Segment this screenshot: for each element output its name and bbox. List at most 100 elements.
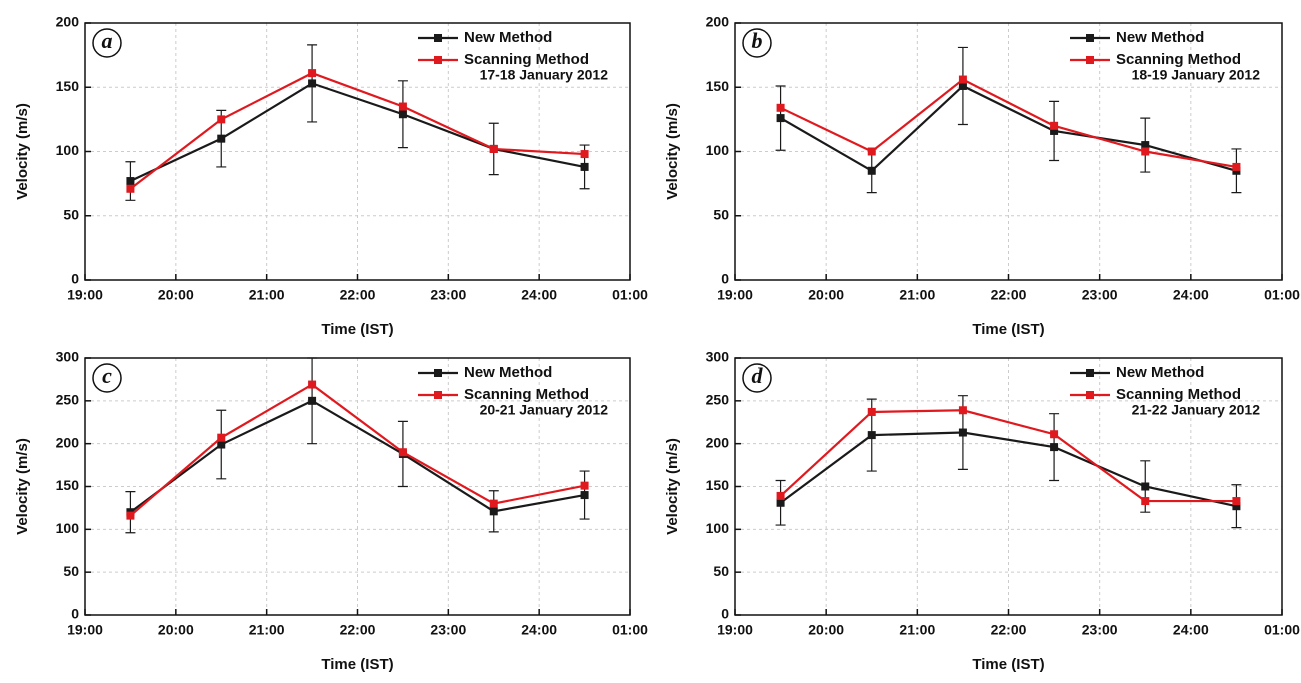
legend-marker bbox=[434, 34, 442, 42]
panel: 19:00 20:00 21:00 22:00 23:00 24:00 01:00 0 50 10… bbox=[14, 14, 648, 338]
y-axis-label: Velocity (m/s) bbox=[14, 103, 31, 200]
x-tick-label: 22:00 bbox=[991, 287, 1027, 303]
annotation: 18-19 January 2012 bbox=[1132, 67, 1261, 83]
x-tick-label: 01:00 bbox=[1264, 622, 1300, 638]
legend-marker bbox=[1086, 56, 1094, 64]
series-line bbox=[780, 84, 1237, 173]
marker bbox=[308, 79, 317, 88]
x-tick-label: 20:00 bbox=[158, 622, 194, 638]
y-tick-label: 0 bbox=[71, 606, 79, 622]
marker bbox=[308, 380, 317, 389]
y-tick-label: 100 bbox=[56, 520, 80, 536]
y-tick-label: 0 bbox=[71, 271, 79, 287]
x-tick-label: 21:00 bbox=[899, 287, 935, 303]
legend-marker bbox=[1086, 34, 1094, 42]
marker bbox=[126, 177, 135, 186]
marker bbox=[1141, 141, 1150, 150]
marker bbox=[1050, 443, 1059, 452]
x-tick-label: 01:00 bbox=[1264, 287, 1300, 303]
marker bbox=[776, 491, 785, 500]
marker bbox=[398, 448, 407, 457]
y-tick-label: 50 bbox=[713, 563, 729, 579]
x-tick-label: 23:00 bbox=[430, 287, 466, 303]
x-tick-label: 19:00 bbox=[67, 287, 103, 303]
marker bbox=[958, 75, 967, 84]
legend-label: Scanning Method bbox=[1116, 386, 1241, 403]
y-tick-label: 100 bbox=[706, 142, 730, 158]
y-tick-label: 50 bbox=[713, 206, 729, 222]
legend-label: Scanning Method bbox=[464, 51, 589, 68]
x-tick-label: 24:00 bbox=[521, 287, 557, 303]
y-tick-label: 250 bbox=[56, 392, 80, 408]
marker bbox=[1141, 147, 1150, 156]
marker bbox=[1232, 162, 1241, 171]
panel: 19:00 20:00 21:00 22:00 23:00 24:00 01:00 0 50 10… bbox=[664, 349, 1300, 673]
y-tick-label: 50 bbox=[63, 206, 79, 222]
x-tick-label: 21:00 bbox=[249, 622, 285, 638]
x-tick-label: 20:00 bbox=[158, 287, 194, 303]
y-tick-label: 150 bbox=[706, 477, 730, 493]
y-tick-label: 50 bbox=[63, 563, 79, 579]
y-tick-label: 0 bbox=[721, 606, 729, 622]
x-tick-label: 20:00 bbox=[808, 287, 844, 303]
x-axis-label: Time (IST) bbox=[321, 321, 393, 338]
y-axis-label: Velocity (m/s) bbox=[14, 438, 31, 535]
y-tick-label: 300 bbox=[56, 349, 80, 365]
marker bbox=[1050, 126, 1059, 135]
legend-marker bbox=[1086, 369, 1094, 377]
x-tick-label: 21:00 bbox=[899, 622, 935, 638]
marker bbox=[580, 481, 589, 490]
legend-marker bbox=[434, 369, 442, 377]
legend-label: Scanning Method bbox=[464, 386, 589, 403]
marker bbox=[1141, 497, 1150, 506]
y-tick-label: 150 bbox=[56, 477, 80, 493]
y-tick-label: 150 bbox=[56, 78, 80, 94]
legend-marker bbox=[434, 391, 442, 399]
marker bbox=[1232, 502, 1241, 511]
panel-badge bbox=[742, 28, 772, 58]
marker bbox=[580, 150, 589, 159]
x-tick-label: 19:00 bbox=[67, 622, 103, 638]
y-axis-label: Velocity (m/s) bbox=[664, 103, 681, 200]
y-tick-label: 200 bbox=[706, 14, 730, 30]
series-line bbox=[129, 71, 585, 190]
x-tick-label: 22:00 bbox=[340, 287, 376, 303]
x-tick-label: 21:00 bbox=[249, 287, 285, 303]
x-tick-label: 24:00 bbox=[521, 622, 557, 638]
x-tick-label: 22:00 bbox=[340, 622, 376, 638]
annotation: 21-22 January 2012 bbox=[1132, 402, 1261, 418]
x-axis-label: Time (IST) bbox=[972, 321, 1044, 338]
x-tick-label: 19:00 bbox=[717, 287, 753, 303]
panel-badge bbox=[92, 28, 122, 58]
x-axis-label: Time (IST) bbox=[321, 656, 393, 673]
panel-badge bbox=[92, 363, 122, 393]
marker bbox=[1050, 430, 1059, 439]
x-tick-label: 24:00 bbox=[1173, 622, 1209, 638]
marker bbox=[398, 102, 407, 111]
marker bbox=[126, 511, 135, 520]
x-tick-label: 23:00 bbox=[1082, 287, 1118, 303]
marker bbox=[580, 491, 589, 500]
marker bbox=[958, 428, 967, 437]
y-tick-label: 200 bbox=[56, 434, 80, 450]
y-tick-label: 150 bbox=[706, 78, 730, 94]
marker bbox=[217, 440, 226, 449]
panel: 19:00 20:00 21:00 22:00 23:00 24:00 01:00 0 50 10… bbox=[14, 349, 648, 673]
y-tick-label: 0 bbox=[721, 271, 729, 287]
series-line bbox=[129, 399, 585, 514]
annotation: 17-18 January 2012 bbox=[480, 67, 609, 83]
x-tick-label: 20:00 bbox=[808, 622, 844, 638]
x-tick-label: 01:00 bbox=[612, 287, 648, 303]
legend-label: New Method bbox=[1116, 29, 1204, 46]
x-tick-label: 22:00 bbox=[991, 622, 1027, 638]
panel: 19:00 20:00 21:00 22:00 23:00 24:00 01:00 0 50 10… bbox=[664, 14, 1300, 338]
marker bbox=[776, 114, 785, 123]
y-tick-label: 300 bbox=[706, 349, 730, 365]
y-axis-label: Velocity (m/s) bbox=[664, 438, 681, 535]
marker bbox=[489, 144, 498, 153]
marker bbox=[308, 69, 317, 78]
panel-label: c bbox=[102, 363, 112, 388]
marker bbox=[958, 81, 967, 90]
marker bbox=[126, 184, 135, 193]
